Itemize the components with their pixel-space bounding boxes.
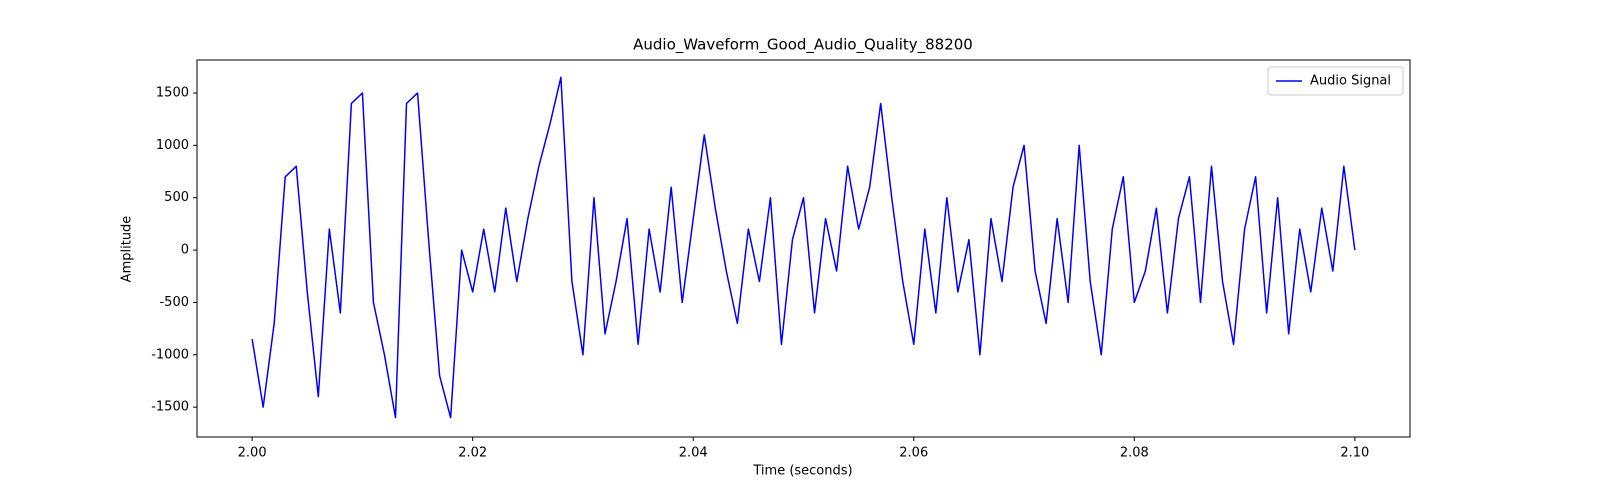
y-axis-label: Amplitude — [120, 216, 135, 283]
x-axis-label: Time (seconds) — [752, 464, 852, 479]
y-tick-label: -1500 — [151, 400, 189, 415]
x-tick-label: 2.06 — [899, 446, 928, 461]
chart-title: Audio_Waveform_Good_Audio_Quality_88200 — [633, 36, 973, 55]
line-series — [251, 76, 1356, 419]
x-tick-label: 2.08 — [1120, 446, 1149, 461]
x-tick-label: 2.10 — [1340, 446, 1369, 461]
y-tick-label: 500 — [164, 190, 189, 205]
x-tick-label: 2.02 — [458, 446, 487, 461]
y-tick-label: -1000 — [151, 347, 189, 362]
y-tick-label: 1000 — [156, 138, 189, 153]
plot-frame — [196, 59, 1411, 438]
y-tick-label: 1500 — [156, 85, 189, 100]
x-tick-label: 2.00 — [238, 446, 267, 461]
legend-label: Audio Signal — [1310, 74, 1391, 89]
y-tick-label: 0 — [181, 243, 189, 258]
x-tick-label: 2.04 — [679, 446, 708, 461]
legend-box — [1267, 66, 1404, 96]
y-tick-label: -500 — [159, 295, 189, 310]
